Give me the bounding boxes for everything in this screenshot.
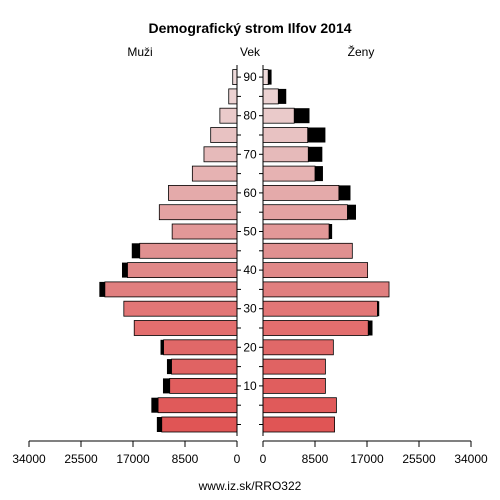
- bar-men-5-9: [157, 397, 238, 414]
- bar-women-25-29: [262, 320, 369, 336]
- excess-men-40-44: [121, 262, 128, 278]
- excess-women-75-79: [307, 127, 326, 143]
- right-x-tick-label: 34000: [454, 452, 488, 466]
- age-tick-label: 80: [243, 109, 257, 123]
- bar-women-35-39: [262, 281, 390, 298]
- bar-women-50-54: [262, 223, 330, 240]
- excess-women-25-29: [368, 320, 373, 336]
- excess-men-35-39: [99, 281, 105, 297]
- bar-men-65-69: [191, 165, 238, 182]
- bar-men-75-79: [210, 127, 238, 143]
- bar-men-90+: [232, 69, 238, 85]
- bar-men-70-74: [203, 146, 238, 163]
- excess-men-10-14: [162, 378, 170, 394]
- bar-women-0-4: [262, 416, 335, 433]
- bar-men-80-84: [219, 107, 238, 124]
- bar-women-45-49: [262, 242, 353, 259]
- age-tick-label: 50: [243, 225, 257, 239]
- excess-men-20-24: [160, 339, 164, 355]
- bar-women-90+: [262, 69, 269, 85]
- right-x-tick-label: 25500: [402, 452, 436, 466]
- excess-women-50-54: [329, 224, 333, 239]
- right-x-tick-label: 8500: [302, 452, 329, 466]
- bar-women-85-89: [262, 88, 279, 105]
- axes-group: [28, 65, 472, 447]
- left-x-tick-label: 8500: [172, 452, 199, 466]
- bar-men-60-64: [168, 184, 238, 201]
- excess-men-0-4: [156, 417, 162, 432]
- age-tick-label: 90: [243, 70, 257, 84]
- excess-women-90+: [268, 69, 272, 85]
- right-label: Ženy: [348, 44, 375, 59]
- bar-men-25-29: [133, 320, 238, 336]
- bar-men-20-24: [163, 339, 238, 356]
- excess-women-80-84: [294, 108, 310, 124]
- bar-men-40-44: [127, 262, 238, 279]
- bar-women-10-14: [262, 377, 326, 394]
- bars-group: [99, 69, 390, 433]
- bar-men-30-34: [123, 300, 238, 317]
- age-tick-label: 30: [243, 302, 257, 316]
- excess-men-5-9: [151, 397, 159, 413]
- bar-men-55-59: [158, 204, 238, 221]
- ticks-group: 10 20 30 40 50 60 70 80 90 34000 25500 17000 8500 0 0 8…: [12, 70, 488, 466]
- right-x-tick-label: 0: [260, 452, 267, 466]
- bar-women-70-74: [262, 146, 309, 163]
- center-label: Vek: [240, 45, 261, 59]
- bar-men-85-89: [228, 88, 238, 105]
- bar-men-10-14: [169, 377, 238, 394]
- age-tick-label: 70: [243, 147, 257, 161]
- chart-title: Demografický strom Ilfov 2014: [148, 20, 351, 36]
- left-x-tick-label: 25500: [64, 452, 98, 466]
- bar-women-75-79: [262, 127, 309, 143]
- excess-women-70-74: [308, 146, 323, 162]
- footer-url: www.iz.sk/RRO322: [198, 479, 302, 493]
- bar-women-60-64: [262, 184, 340, 201]
- age-tick-label: 60: [243, 186, 257, 200]
- excess-women-85-89: [278, 88, 287, 104]
- bar-women-5-9: [262, 397, 337, 414]
- excess-men-45-49: [131, 243, 140, 259]
- bar-women-15-19: [262, 358, 326, 375]
- excess-men-15-19: [166, 359, 172, 375]
- left-x-tick-label: 0: [234, 452, 241, 466]
- age-tick-label: 10: [243, 379, 257, 393]
- bar-women-65-69: [262, 165, 316, 182]
- bar-women-40-44: [262, 262, 369, 279]
- bar-women-55-59: [262, 204, 348, 221]
- bar-men-45-49: [139, 242, 238, 259]
- excess-women-55-59: [347, 204, 356, 220]
- age-tick-label: 40: [243, 263, 257, 277]
- bar-men-35-39: [104, 281, 238, 298]
- excess-women-30-34: [377, 301, 380, 317]
- age-tick-label: 20: [243, 340, 257, 354]
- left-x-tick-label: 17000: [116, 452, 150, 466]
- bar-women-30-34: [262, 300, 378, 317]
- bar-men-0-4: [161, 416, 238, 433]
- bar-women-80-84: [262, 107, 295, 124]
- left-x-tick-label: 34000: [12, 452, 46, 466]
- excess-women-60-64: [338, 185, 351, 201]
- excess-women-65-69: [315, 166, 323, 182]
- bar-men-50-54: [171, 223, 238, 240]
- bar-men-15-19: [171, 358, 238, 375]
- right-x-tick-label: 17000: [350, 452, 384, 466]
- bar-women-20-24: [262, 339, 334, 356]
- left-label: Muži: [127, 45, 152, 59]
